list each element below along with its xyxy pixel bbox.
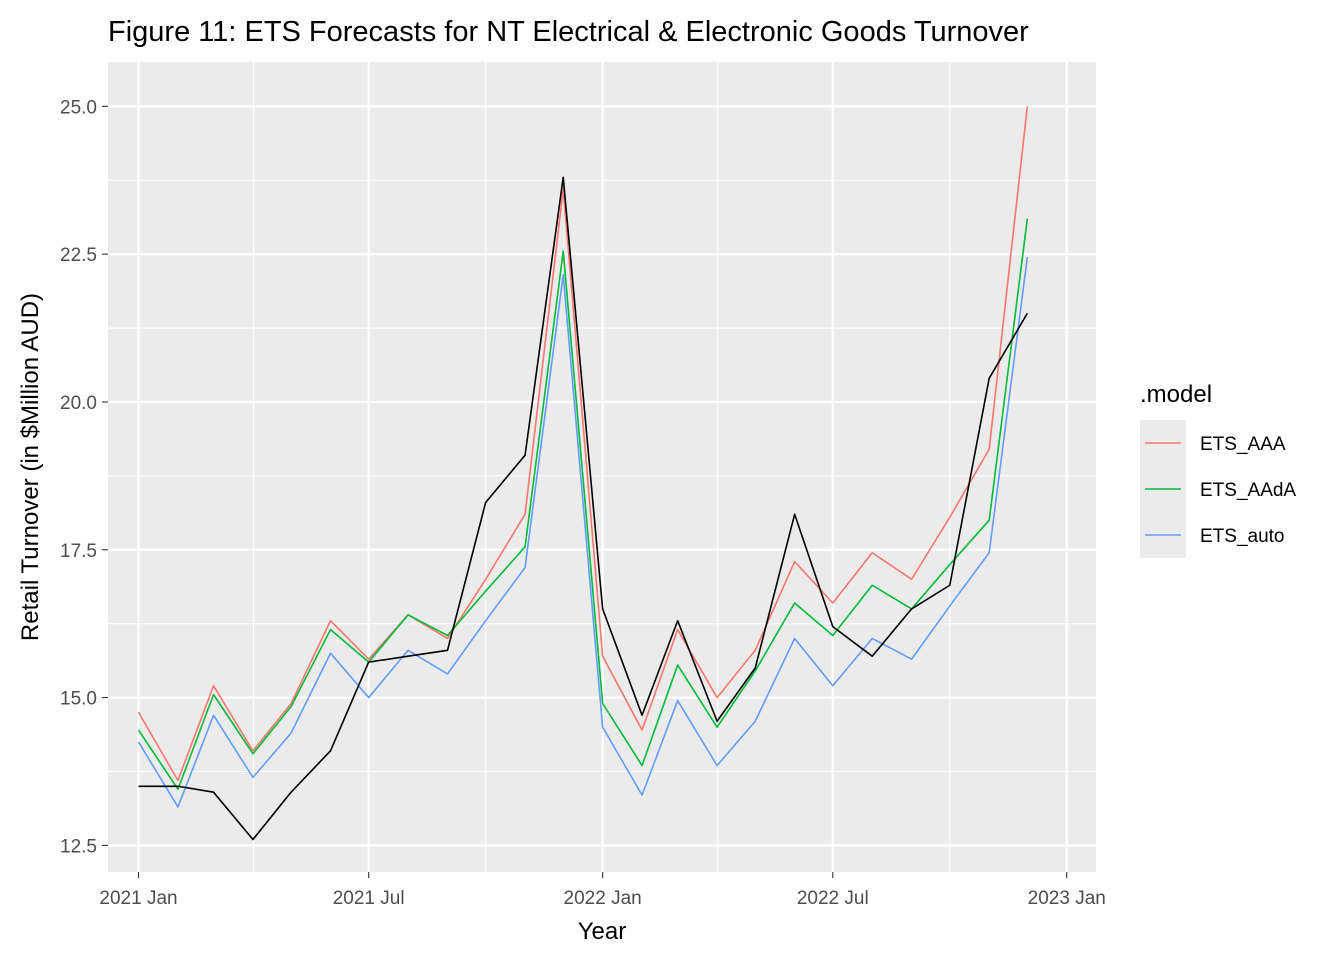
legend-label: ETS_AAA [1200, 434, 1286, 455]
legend: .model ETS_AAA ETS_AAdA ETS_auto [1140, 381, 1296, 558]
y-axis-title: Retail Turnover (in $Million AUD) [17, 293, 44, 641]
legend-title: .model [1140, 381, 1212, 408]
data-lines [137, 106, 1029, 841]
y-tick-label: 17.5 [60, 541, 97, 562]
x-axis: 2021 Jan 2021 Jul 2022 Jan 2022 Jul 2023 Jan [99, 872, 1106, 909]
y-tick-label: 20.0 [60, 393, 97, 414]
x-axis-title: Year [578, 918, 627, 945]
y-tick-label: 12.5 [60, 836, 97, 857]
x-tick-label: 2021 Jul [333, 888, 405, 909]
y-tick-label: 25.0 [60, 97, 97, 118]
x-tick-label: 2022 Jul [797, 888, 869, 909]
series-line-ets-aaa [137, 106, 1029, 782]
actual-line [138, 176, 1029, 841]
legend-label: ETS_auto [1200, 526, 1285, 547]
x-tick-label: 2023 Jan [1028, 888, 1106, 909]
x-tick-label: 2021 Jan [99, 888, 177, 909]
x-tick-label: 2022 Jan [564, 888, 642, 909]
series-line-ets-auto [137, 257, 1029, 808]
y-tick-label: 22.5 [60, 245, 97, 266]
series-line-ets-aada [137, 218, 1029, 791]
y-tick-label: 15.0 [60, 689, 97, 710]
y-axis: 12.5 15.0 17.5 20.0 22.5 25.0 [60, 97, 108, 857]
chart-title: Figure 11: ETS Forecasts for NT Electric… [108, 16, 1029, 48]
legend-label: ETS_AAdA [1200, 480, 1296, 501]
